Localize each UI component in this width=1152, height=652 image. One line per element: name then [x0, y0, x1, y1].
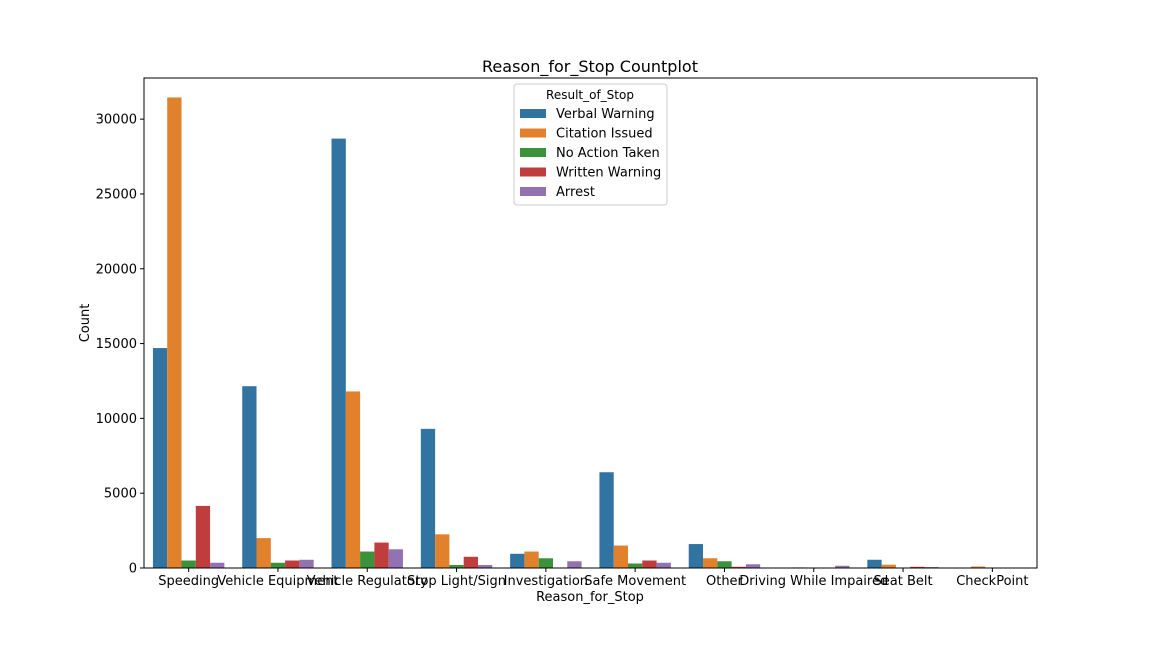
bar-citation-issued-5 — [614, 546, 628, 568]
bar-written-warning-2 — [374, 543, 388, 568]
bar-written-warning-3 — [464, 557, 478, 568]
bar-written-warning-5 — [642, 561, 656, 568]
bar-no-action-taken-1 — [271, 563, 285, 568]
bar-verbal-warning-2 — [332, 139, 346, 568]
legend-swatch — [520, 168, 546, 177]
x-tick-label: Speeding — [158, 574, 219, 589]
bar-arrest-4 — [567, 561, 581, 568]
y-tick-label: 5000 — [104, 487, 137, 502]
bar-arrest-1 — [299, 560, 313, 568]
x-tick-label: Stop Light/Sign — [407, 574, 506, 589]
bar-verbal-warning-0 — [153, 348, 167, 568]
bar-citation-issued-4 — [524, 552, 538, 568]
chart-title: Reason_for_Stop Countplot — [482, 57, 698, 77]
x-tick-label: Driving While Impaired — [739, 574, 888, 589]
bar-no-action-taken-4 — [539, 558, 553, 568]
bar-no-action-taken-6 — [717, 561, 731, 568]
bar-citation-issued-0 — [167, 97, 181, 568]
x-axis-label: Reason_for_Stop — [536, 590, 644, 605]
legend-entry-label: No Action Taken — [556, 146, 660, 161]
bar-arrest-5 — [657, 563, 671, 568]
bar-citation-issued-1 — [257, 538, 271, 568]
legend-entry-label: Citation Issued — [556, 127, 653, 142]
x-tick-label: Safe Movement — [584, 574, 686, 589]
x-tick-label: Other — [706, 574, 744, 589]
y-axis: 0 5000 10000 15000 20000 25000 30000 — [96, 113, 144, 577]
bar-arrest-6 — [746, 564, 760, 568]
legend-swatch — [520, 148, 546, 157]
bar-verbal-warning-4 — [510, 554, 524, 568]
y-tick-label: 25000 — [96, 187, 137, 202]
bar-verbal-warning-6 — [689, 544, 703, 568]
y-tick-label: 30000 — [96, 113, 137, 128]
y-tick-label: 0 — [129, 562, 137, 577]
legend-entry-label: Verbal Warning — [556, 107, 655, 122]
y-tick-label: 10000 — [96, 412, 137, 427]
x-tick-label: CheckPoint — [956, 574, 1028, 589]
bar-arrest-0 — [210, 563, 224, 568]
bar-citation-issued-6 — [703, 558, 717, 568]
legend-swatch — [520, 187, 546, 196]
x-tick-label: Seat Belt — [874, 574, 933, 589]
legend-title: Result_of_Stop — [546, 88, 634, 102]
bar-verbal-warning-8 — [867, 560, 881, 568]
x-tick-label: Investigation — [504, 574, 588, 589]
y-axis-label: Count — [78, 304, 93, 343]
bar-verbal-warning-5 — [599, 472, 613, 568]
bar-written-warning-1 — [285, 561, 299, 568]
legend-swatch — [520, 129, 546, 138]
bar-no-action-taken-5 — [628, 564, 642, 568]
legend-entry-label: Written Warning — [556, 166, 661, 181]
bar-citation-issued-3 — [435, 534, 449, 568]
bar-verbal-warning-1 — [242, 386, 256, 568]
legend-swatch — [520, 109, 546, 118]
bar-written-warning-0 — [196, 506, 210, 568]
bar-verbal-warning-3 — [421, 429, 435, 568]
y-tick-label: 20000 — [96, 262, 137, 277]
bar-citation-issued-2 — [346, 391, 360, 568]
legend: Result_of_Stop Verbal Warning Citation Is… — [514, 84, 667, 205]
legend-entry-label: Arrest — [556, 185, 595, 200]
y-tick-label: 15000 — [96, 337, 137, 352]
bar-no-action-taken-0 — [182, 561, 196, 568]
bar-no-action-taken-2 — [360, 552, 374, 568]
bar-arrest-2 — [389, 549, 403, 568]
